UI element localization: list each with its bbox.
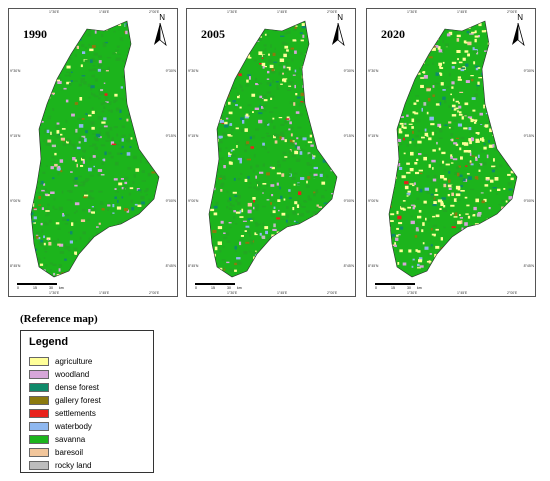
north-label: N	[337, 13, 343, 22]
latitude-label: 8°45'N	[165, 264, 176, 268]
latitude-label: 9°00'N	[10, 199, 21, 203]
legend-swatch	[29, 408, 49, 418]
legend-swatch	[29, 382, 49, 392]
legend-label: dense forest	[55, 382, 100, 392]
latitude-label: 9°00'N	[188, 199, 199, 203]
longitude-label: 1°45'E	[99, 291, 110, 295]
latitude-label: 9°30'N	[368, 69, 379, 73]
legend-label: settlements	[55, 408, 96, 418]
scale-bar: 0 15 30 km	[195, 283, 242, 290]
legend-swatch	[29, 421, 49, 431]
legend-item: woodland	[29, 368, 89, 380]
map-region-2020	[388, 20, 518, 278]
legend-item: gallery forest	[29, 394, 101, 406]
latitude-label: 9°15'N	[523, 134, 534, 138]
latitude-label: 9°00'N	[523, 199, 534, 203]
longitude-label: 1°45'E	[99, 10, 110, 14]
north-arrow-icon	[329, 23, 347, 53]
legend-item: settlements	[29, 407, 96, 419]
longitude-label: 2°00'E	[149, 10, 160, 14]
north-arrow-icon	[509, 23, 527, 53]
latitude-label: 8°45'N	[368, 264, 379, 268]
longitude-label: 1°45'E	[457, 291, 468, 295]
legend-label: rocky land	[55, 460, 92, 470]
legend-swatch	[29, 460, 49, 470]
legend-item: agriculture	[29, 355, 92, 367]
north-arrow-icon	[151, 23, 169, 53]
land-cover-map-2020: 2020 N 1°30'E 1°30'E 1°45'E 1°45'E 2°00'E 2°00'…	[366, 8, 536, 297]
legend-swatch	[29, 447, 49, 457]
longitude-label: 1°30'E	[227, 291, 238, 295]
longitude-label: 2°00'E	[507, 291, 518, 295]
map-region-2005	[208, 20, 338, 278]
latitude-label: 8°45'N	[10, 264, 21, 268]
latitude-label: 8°45'N	[343, 264, 354, 268]
legend-title: Legend	[29, 336, 69, 348]
longitude-label: 1°30'E	[407, 291, 418, 295]
scale-bar: 0 15 30 km	[17, 283, 64, 290]
longitude-label: 1°30'E	[49, 10, 60, 14]
longitude-label: 1°45'E	[277, 10, 288, 14]
latitude-label: 9°15'N	[165, 134, 176, 138]
longitude-label: 1°30'E	[407, 10, 418, 14]
legend-swatch	[29, 369, 49, 379]
legend-label: baresoil	[55, 447, 84, 457]
latitude-label: 9°15'N	[343, 134, 354, 138]
legend-swatch	[29, 395, 49, 405]
map-region-1990	[30, 20, 160, 278]
legend-label: gallery forest	[55, 395, 101, 405]
legend-item: rocky land	[29, 459, 91, 471]
legend-item: dense forest	[29, 381, 99, 393]
legend-item: waterbody	[29, 420, 92, 432]
longitude-label: 1°30'E	[49, 291, 60, 295]
latitude-label: 8°45'N	[188, 264, 199, 268]
latitude-label: 9°30'N	[343, 69, 354, 73]
longitude-label: 2°00'E	[149, 291, 160, 295]
latitude-label: 9°00'N	[165, 199, 176, 203]
latitude-label: 9°30'N	[188, 69, 199, 73]
latitude-label: 9°30'N	[10, 69, 21, 73]
legend-swatch	[29, 356, 49, 366]
map-year-label: 1990	[23, 27, 47, 41]
longitude-label: 1°30'E	[227, 10, 238, 14]
latitude-label: 9°30'N	[523, 69, 534, 73]
legend-item: savanna	[29, 433, 85, 445]
map-year-label: 2020	[381, 27, 405, 41]
latitude-label: 9°00'N	[343, 199, 354, 203]
north-label: N	[517, 13, 523, 22]
latitude-label: 9°15'N	[10, 134, 21, 138]
longitude-label: 2°00'E	[507, 10, 518, 14]
latitude-label: 9°30'N	[165, 69, 176, 73]
land-cover-map-1990: 1990 N 1°30'E 1°30'E 1°45'E 1°45'E 2°00'E 2°00'…	[8, 8, 178, 297]
longitude-label: 1°45'E	[457, 10, 468, 14]
longitude-label: 2°00'E	[327, 10, 338, 14]
map-year-label: 2005	[201, 27, 225, 41]
latitude-label: 8°45'N	[523, 264, 534, 268]
legend-label: waterbody	[55, 421, 92, 431]
longitude-label: 1°45'E	[277, 291, 288, 295]
reference-map-caption: (Reference map)	[20, 313, 98, 325]
map-legend: Legend agriculture woodland dense forest ga…	[20, 330, 154, 473]
legend-label: savanna	[55, 434, 86, 444]
land-cover-map-2005: 2005 N 1°30'E 1°30'E 1°45'E 1°45'E 2°00'E 2°00'…	[186, 8, 356, 297]
legend-item: baresoil	[29, 446, 83, 458]
north-label: N	[159, 13, 165, 22]
scale-bar: 0 15 30 km	[375, 283, 422, 290]
longitude-label: 2°00'E	[327, 291, 338, 295]
legend-label: woodland	[55, 369, 90, 379]
legend-swatch	[29, 434, 49, 444]
legend-label: agriculture	[55, 356, 93, 366]
latitude-label: 9°15'N	[188, 134, 199, 138]
latitude-label: 9°00'N	[368, 199, 379, 203]
latitude-label: 9°15'N	[368, 134, 379, 138]
